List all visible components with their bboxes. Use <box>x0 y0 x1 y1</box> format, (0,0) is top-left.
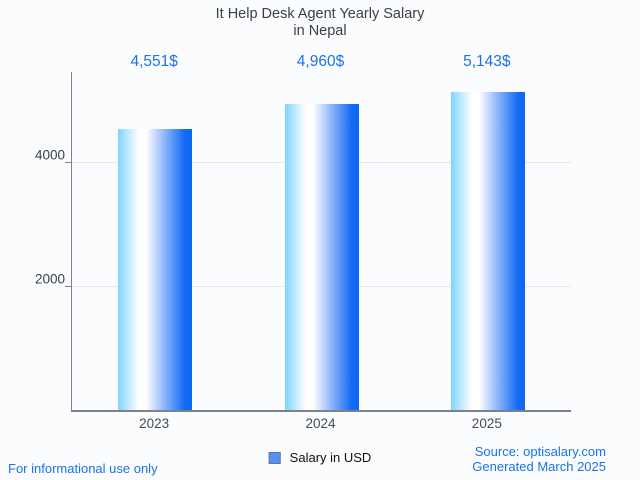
bar-value-label-2024: 4,960$ <box>296 53 345 70</box>
y-tick-label: 2000 <box>34 271 65 287</box>
legend: Salary in USD <box>268 450 372 465</box>
y-tick-label: 4000 <box>34 147 65 163</box>
chart-title: It Help Desk Agent Yearly Salary in Nepa… <box>0 6 640 40</box>
disclaimer-text: For informational use only <box>8 461 158 476</box>
bar-value-label-2025: 5,143$ <box>463 53 511 70</box>
bar-value-label-2023: 4,551$ <box>130 53 178 70</box>
plot-area: 2000 4000 <box>35 72 571 412</box>
generated-text: Generated March 2025 <box>472 459 606 474</box>
legend-label: Salary in USD <box>289 450 372 465</box>
legend-swatch-icon <box>268 451 281 464</box>
y-tick-mark <box>65 162 71 164</box>
bar-2025 <box>450 92 525 410</box>
y-tick-mark <box>65 285 71 287</box>
source-text: Source: optisalary.com <box>474 444 606 459</box>
x-axis-labels: 2023 2024 2025 <box>0 416 640 432</box>
x-tick-label-2024: 2024 <box>305 416 336 431</box>
source-info: Source: optisalary.com Generated March 2… <box>472 444 606 474</box>
x-tick-label-2025: 2025 <box>471 416 502 431</box>
bar-2023 <box>118 129 193 410</box>
x-tick-label-2023: 2023 <box>139 416 170 431</box>
bar-value-labels: 4,551$ 4,960$ 5,143$ <box>0 53 640 73</box>
bar-2024 <box>284 103 359 410</box>
chart-title-line1: It Help Desk Agent Yearly Salary <box>215 6 425 22</box>
chart-title-line2: in Nepal <box>293 23 347 39</box>
